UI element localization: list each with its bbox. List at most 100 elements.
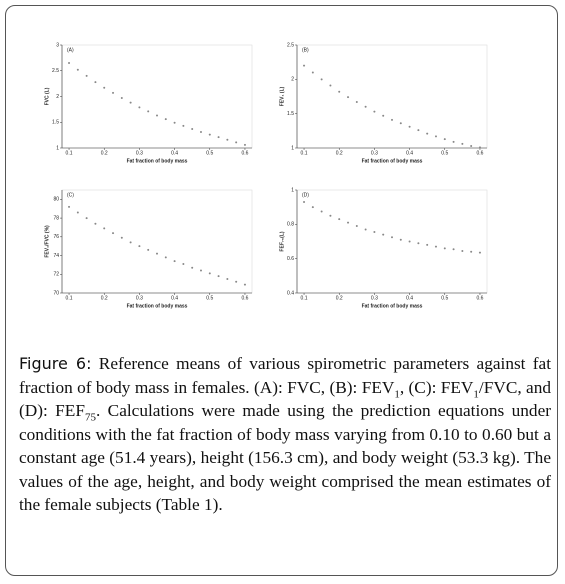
panel-label: (C) <box>67 192 74 198</box>
data-point <box>434 245 437 248</box>
x-tick-label: 0.2 <box>101 295 108 301</box>
data-point <box>199 269 202 272</box>
plot-frame <box>296 189 488 294</box>
x-tick-label: 0.4 <box>171 150 178 156</box>
data-point <box>199 131 202 134</box>
data-point <box>173 260 176 263</box>
x-tick-label: 0.3 <box>136 150 143 156</box>
data-point <box>303 64 306 67</box>
plot-frame <box>61 44 253 149</box>
x-tick-label: 0.5 <box>441 150 448 156</box>
data-point <box>235 141 238 144</box>
data-point <box>364 228 367 231</box>
data-point <box>129 241 132 244</box>
data-point <box>94 222 97 225</box>
data-point <box>191 127 194 130</box>
y-tick-label: 2 <box>291 77 294 83</box>
y-axis-title: FEV₁/FVC (%) <box>44 225 50 258</box>
panel-label: (A) <box>67 47 74 53</box>
y-axis-title: FEV₁ (L) <box>279 86 285 106</box>
data-point <box>208 272 211 275</box>
data-point <box>399 122 402 125</box>
data-point <box>243 143 246 146</box>
y-axis-title: FVC (L) <box>44 87 50 105</box>
data-point <box>147 248 150 251</box>
data-point <box>164 256 167 259</box>
data-point <box>85 217 88 220</box>
y-tick-label: 78 <box>53 215 59 221</box>
y-tick-label: 2.5 <box>287 42 294 48</box>
data-point <box>434 135 437 138</box>
x-tick-label: 0.2 <box>336 295 343 301</box>
y-tick-label: 0.4 <box>287 290 294 296</box>
data-point <box>399 238 402 241</box>
y-tick-label: 1 <box>56 145 59 151</box>
y-tick-label: 74 <box>53 253 59 259</box>
data-point <box>235 280 238 283</box>
data-point <box>138 245 141 248</box>
panel-label: (B) <box>302 47 309 53</box>
y-tick-label: 1 <box>291 145 294 151</box>
x-tick-label: 0.1 <box>301 150 308 156</box>
data-point <box>156 252 158 255</box>
caption-text: Reference means of various spirometric p… <box>19 354 552 397</box>
data-point <box>347 221 350 224</box>
data-point <box>338 218 341 221</box>
data-point <box>217 275 220 278</box>
x-tick-label: 0.4 <box>171 295 178 301</box>
y-tick-label: 2.5 <box>52 68 59 74</box>
data-point <box>382 114 385 117</box>
data-point <box>382 233 385 236</box>
data-point <box>103 227 106 230</box>
data-point <box>68 62 71 65</box>
x-tick-label: 0.3 <box>136 295 143 301</box>
data-point <box>120 236 123 239</box>
caption-subscript: 75 <box>84 411 96 424</box>
x-tick-label: 0.2 <box>101 150 108 156</box>
data-point <box>217 136 220 139</box>
data-point <box>347 96 350 99</box>
data-point <box>452 140 455 143</box>
data-point <box>443 247 446 250</box>
data-point <box>120 97 123 100</box>
caption-text: /FVC, and (D): FEF <box>19 377 551 421</box>
figure-panels: 1 1.5 2 2.5 3 0.1 0.2 0.3 0.4 0.5 0.6 (A) Fat fracti… <box>44 42 488 309</box>
data-point <box>156 114 158 117</box>
x-tick-label: 0.1 <box>66 295 73 301</box>
data-point <box>68 205 71 208</box>
data-point <box>470 250 473 253</box>
data-point <box>355 100 358 103</box>
data-point <box>329 214 332 217</box>
data-point <box>112 232 115 235</box>
data-point <box>373 231 376 234</box>
data-point <box>338 90 341 93</box>
panel-label: (D) <box>302 192 309 198</box>
y-tick-label: 1 <box>291 187 294 193</box>
data-point <box>478 146 481 149</box>
plot-frame <box>296 44 488 149</box>
data-point <box>408 125 411 128</box>
x-tick-label: 0.4 <box>406 150 413 156</box>
data-point <box>320 210 323 213</box>
data-point <box>443 138 446 141</box>
data-point <box>76 211 79 214</box>
data-point <box>417 129 420 132</box>
x-tick-label: 0.6 <box>241 295 248 301</box>
data-point <box>85 74 88 77</box>
caption-text: . Calculations were made using the predi… <box>19 401 551 514</box>
data-point <box>112 91 115 94</box>
plot-frame <box>61 189 253 294</box>
data-point <box>147 110 150 113</box>
data-point <box>303 201 306 204</box>
y-tick-label: 3 <box>56 42 59 48</box>
caption-subscript: 1 <box>473 387 479 400</box>
data-point <box>426 132 429 135</box>
data-point <box>173 121 176 124</box>
y-tick-label: 70 <box>53 290 59 296</box>
data-point <box>182 124 185 127</box>
data-point <box>391 236 393 239</box>
x-tick-label: 0.3 <box>371 295 378 301</box>
data-point <box>164 118 167 121</box>
data-point <box>94 81 97 84</box>
